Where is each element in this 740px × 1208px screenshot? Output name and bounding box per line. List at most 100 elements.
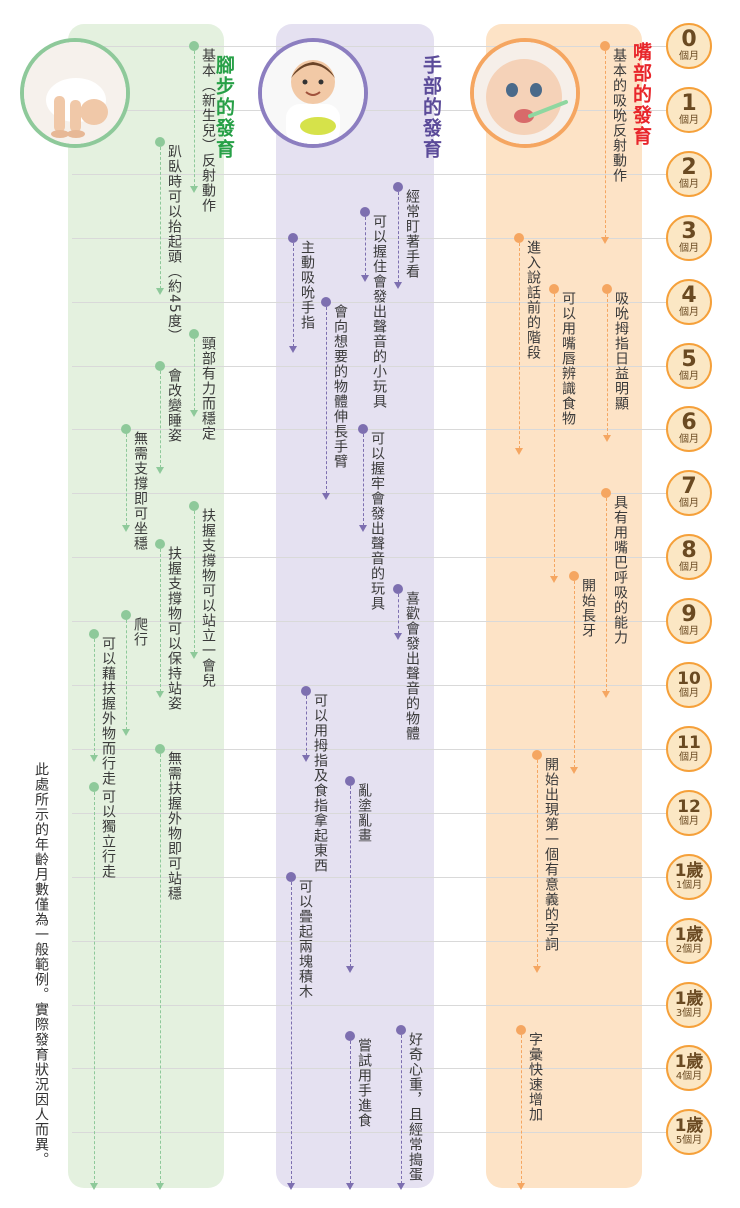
hand-milestone-dot	[288, 232, 298, 243]
leg-milestone-label: 可以獨立行走	[100, 789, 116, 880]
leg-milestone-arrow	[156, 146, 164, 296]
mouth-milestone-label: 開始出現第一個有意義的字詞	[543, 757, 559, 953]
month-gridline	[72, 46, 670, 47]
hand-milestone-dot	[393, 584, 403, 595]
hand-milestone-arrow	[359, 434, 367, 532]
leg-milestone-arrow	[156, 370, 164, 474]
mouth-milestone-dot	[549, 283, 559, 294]
mouth-milestone-dot	[532, 750, 542, 761]
month-unit: 個月	[679, 626, 699, 638]
mouth-milestone-arrow	[603, 293, 611, 443]
mouth-milestone-label: 具有用嘴巴呼吸的能力	[612, 495, 628, 646]
month-number: 1歲	[674, 1116, 704, 1137]
hand-milestone-dot	[345, 775, 355, 786]
mouth-milestone-label: 基本的吸吮反射動作	[611, 48, 627, 183]
hand-milestone-label: 可以用拇指及食指拿起東西	[312, 693, 328, 874]
month-marker: 1歲 3個月	[666, 981, 712, 1028]
mouth-milestone-dot	[601, 488, 611, 499]
month-number: 10	[677, 669, 701, 689]
hand-milestone-dot	[393, 181, 403, 192]
month-number: 1歲	[674, 1052, 704, 1073]
month-gridline	[72, 1068, 670, 1070]
month-gridline	[72, 557, 670, 559]
hand-milestone-label: 亂塗亂畫	[356, 782, 372, 843]
leg-milestone-dot	[155, 539, 165, 550]
hand-milestone-label: 會向想要的物體伸長手臂	[332, 303, 348, 469]
month-number: 8	[681, 538, 697, 564]
month-unit: 個月	[679, 751, 699, 763]
month-marker: 0 個月	[666, 23, 712, 69]
month-number: 0	[681, 27, 697, 52]
month-gridline	[72, 429, 670, 431]
hand-milestone-label: 可以疊起兩塊積木	[297, 878, 313, 999]
hand-milestone-arrow	[346, 1041, 354, 1191]
mouth-milestone-label: 字彙快速增加	[527, 1032, 543, 1123]
leg-milestone-label: 基本（新生兒）反射動作	[200, 48, 216, 213]
hand-milestone-label: 喜歡會發出聲音的物體	[404, 591, 420, 742]
hand-milestone-arrow	[302, 696, 310, 762]
leg-milestone-dot	[155, 136, 165, 147]
leg-milestone-arrow	[190, 511, 198, 660]
hand-milestone-dot	[301, 686, 311, 697]
leg-milestone-label: 頸部有力而穩定	[200, 335, 216, 441]
mouth-milestone-arrow	[550, 293, 558, 583]
month-marker: 9 個月	[666, 598, 712, 645]
month-unit: 個月	[679, 688, 699, 699]
hand-milestone-arrow	[322, 306, 330, 500]
mouth-milestone-label: 開始長牙	[580, 578, 596, 639]
leg-milestone-label: 扶握支撐物可以站立一會兒	[200, 508, 216, 689]
mouth-milestone-dot	[602, 283, 612, 294]
leg-milestone-dot	[189, 328, 199, 339]
month-gridline	[72, 237, 670, 239]
month-marker: 1歲 2個月	[666, 917, 712, 964]
month-gridline	[72, 109, 670, 111]
leg-milestone-label: 可以藉扶握外物而行走	[100, 635, 116, 786]
leg-column-title: 腳步的發育	[213, 55, 235, 160]
mouth-milestone-arrow	[602, 498, 610, 699]
month-unit: 5個月	[675, 1135, 703, 1147]
leg-milestone-arrow	[90, 638, 98, 762]
hand-milestone-arrow	[394, 594, 402, 641]
month-marker: 12 個月	[666, 789, 712, 836]
leg-milestone-dot	[89, 782, 99, 793]
leg-milestone-arrow	[190, 51, 198, 193]
month-number: 1歲	[674, 988, 704, 1009]
hand-milestone-arrow	[289, 242, 297, 353]
leg-milestone-arrow	[90, 792, 98, 1190]
leg-milestone-label: 爬行	[132, 616, 148, 647]
hand-milestone-label: 嘗試用手進食	[356, 1038, 372, 1129]
leg-milestone-label: 扶握支撐物可以保持站姿	[166, 546, 182, 712]
mouth-column-bg	[486, 24, 642, 1188]
hand-milestone-label: 可以握住會發出聲音的小玩具	[371, 214, 387, 410]
leg-milestone-label: 會改變睡姿	[166, 367, 182, 443]
month-number: 5	[681, 346, 697, 372]
leg-milestone-dot	[121, 424, 131, 435]
age-disclaimer-note: 此處所示的年齡月數僅為一般範例。實際發育狀況因人而異。	[33, 762, 49, 1167]
month-unit: 4個月	[675, 1071, 703, 1083]
month-number: 1歲	[674, 924, 704, 945]
hand-milestone-arrow	[394, 191, 402, 290]
leg-milestone-arrow	[156, 549, 164, 699]
month-unit: 個月	[679, 306, 699, 318]
month-gridline	[72, 812, 670, 814]
hand-column-bg	[276, 24, 434, 1188]
hand-milestone-label: 主動吸吮手指	[299, 239, 315, 330]
leg-milestone-arrow	[190, 338, 198, 417]
leg-milestone-dot	[189, 41, 199, 51]
hand-column-title: 手部的發育	[420, 55, 442, 160]
leg-milestone-label: 無需扶握外物即可站穩	[166, 750, 182, 901]
hand-milestone-dot	[345, 1031, 355, 1042]
month-number: 9	[681, 602, 697, 628]
leg-milestone-dot	[155, 360, 165, 371]
month-marker: 10 個月	[666, 662, 712, 708]
month-gridline	[72, 621, 670, 623]
month-number: 11	[677, 732, 701, 753]
month-gridline	[72, 173, 670, 175]
month-gridline	[72, 940, 670, 942]
mouth-milestone-dot	[514, 232, 524, 243]
month-unit: 個月	[679, 562, 699, 574]
month-number: 12	[677, 796, 701, 817]
month-gridline	[72, 493, 670, 495]
mouth-milestone-arrow	[515, 242, 523, 456]
month-unit: 3個月	[675, 1007, 703, 1019]
